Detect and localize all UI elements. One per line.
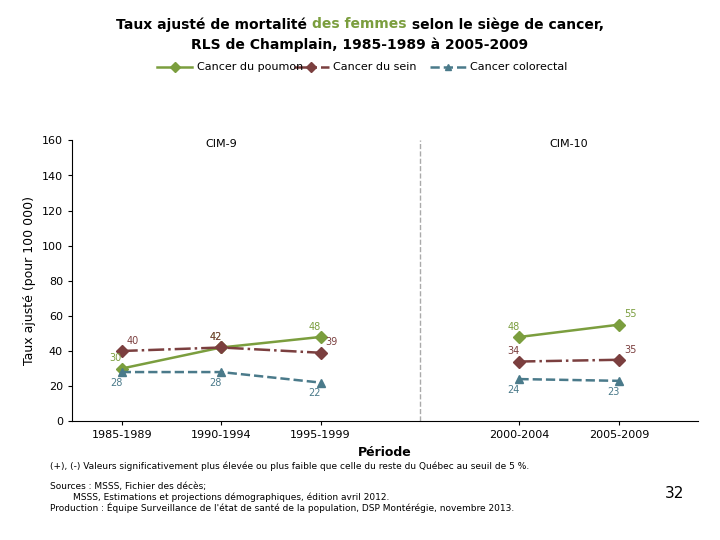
Text: Sources : MSSS, Fichier des décès;: Sources : MSSS, Fichier des décès; <box>50 482 207 491</box>
Text: 48: 48 <box>508 322 520 332</box>
Text: MSSS, Estimations et projections démographiques, édition avril 2012.: MSSS, Estimations et projections démogra… <box>50 492 390 502</box>
Text: 48: 48 <box>309 322 321 332</box>
Text: 40: 40 <box>127 336 139 346</box>
Text: (+), (-) Valeurs significativement plus élevée ou plus faible que celle du reste: (+), (-) Valeurs significativement plus … <box>50 462 530 471</box>
Text: 28: 28 <box>109 378 122 388</box>
Text: 30: 30 <box>109 353 122 363</box>
Text: Production : Équipe Surveillance de l'état de santé de la population, DSP Montér: Production : Équipe Surveillance de l'ét… <box>50 503 515 513</box>
Text: 35: 35 <box>624 345 636 354</box>
Text: 55: 55 <box>624 309 636 319</box>
Text: CIM-10: CIM-10 <box>550 139 588 150</box>
Text: 28: 28 <box>210 378 222 388</box>
Text: 23: 23 <box>607 387 619 396</box>
Text: 34: 34 <box>508 346 520 356</box>
Text: Cancer du poumon: Cancer du poumon <box>197 62 303 72</box>
Text: Cancer du sein: Cancer du sein <box>333 62 417 72</box>
Text: 32: 32 <box>665 486 684 501</box>
Text: selon le siège de cancer,: selon le siège de cancer, <box>407 17 603 31</box>
Text: 22: 22 <box>309 388 321 399</box>
Text: RLS de Champlain, 1985-1989 à 2005-2009: RLS de Champlain, 1985-1989 à 2005-2009 <box>192 37 528 51</box>
Text: 39: 39 <box>325 338 338 348</box>
Text: 42: 42 <box>210 332 222 342</box>
Text: des femmes: des femmes <box>312 17 407 31</box>
Text: Taux ajusté de mortalité: Taux ajusté de mortalité <box>117 17 312 31</box>
X-axis label: Période: Période <box>359 446 412 459</box>
Text: 42: 42 <box>210 332 222 342</box>
Y-axis label: Taux ajusté (pour 100 000): Taux ajusté (pour 100 000) <box>23 197 36 365</box>
Text: 24: 24 <box>508 385 520 395</box>
Text: Cancer colorectal: Cancer colorectal <box>470 62 567 72</box>
Text: CIM-9: CIM-9 <box>205 139 237 150</box>
